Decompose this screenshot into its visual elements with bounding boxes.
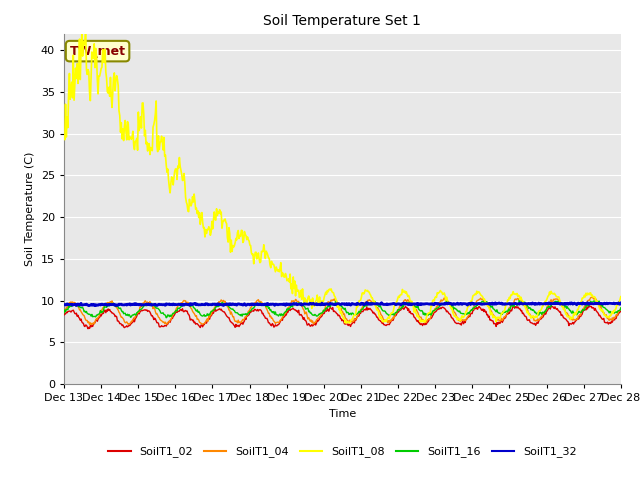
Title: Soil Temperature Set 1: Soil Temperature Set 1 xyxy=(264,14,421,28)
Y-axis label: Soil Temperature (C): Soil Temperature (C) xyxy=(26,152,35,266)
X-axis label: Time: Time xyxy=(329,408,356,419)
Text: TW_met: TW_met xyxy=(70,45,125,58)
Legend: SoilT1_02, SoilT1_04, SoilT1_08, SoilT1_16, SoilT1_32: SoilT1_02, SoilT1_04, SoilT1_08, SoilT1_… xyxy=(104,442,581,462)
